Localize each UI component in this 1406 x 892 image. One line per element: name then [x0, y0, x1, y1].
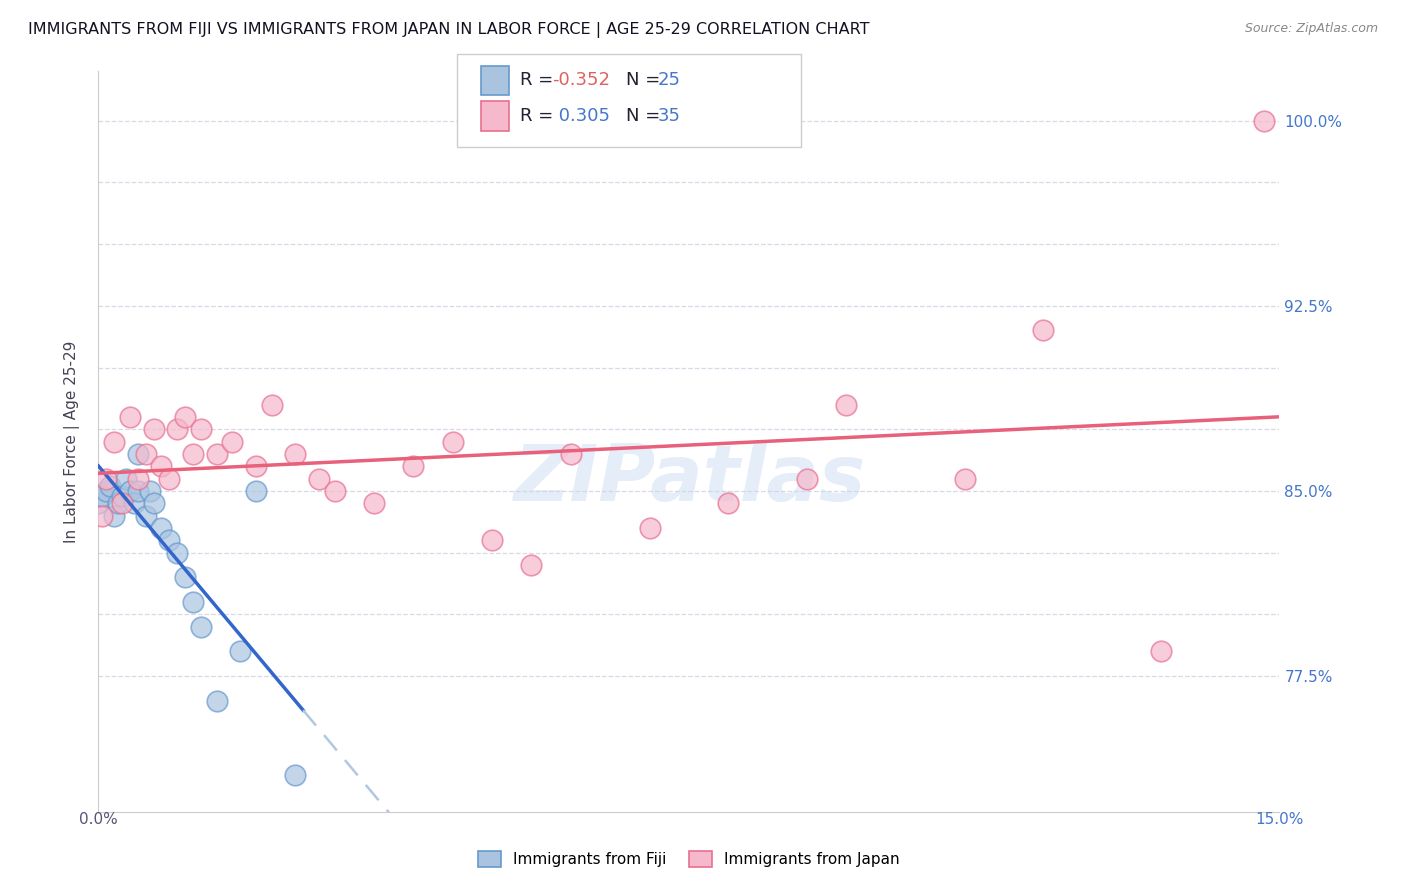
Point [142, 496, 165, 510]
Point [174, 409, 197, 424]
Point [157, 471, 180, 485]
Point [111, 496, 134, 510]
Point [98, 479, 121, 493]
Point [166, 545, 188, 559]
Text: IMMIGRANTS FROM FIJI VS IMMIGRANTS FROM JAPAN IN LABOR FORCE | AGE 25-29 CORRELA: IMMIGRANTS FROM FIJI VS IMMIGRANTS FROM … [28, 22, 870, 38]
Point [560, 447, 582, 461]
Text: 0.305: 0.305 [553, 107, 610, 125]
Point [87, 496, 110, 510]
Text: 0.0%: 0.0% [79, 812, 118, 827]
Point [796, 471, 818, 485]
Point [441, 434, 464, 449]
Point [205, 447, 228, 461]
Point [402, 459, 425, 474]
Text: ZIPatlas: ZIPatlas [513, 441, 865, 516]
Y-axis label: In Labor Force | Age 25-29: In Labor Force | Age 25-29 [63, 341, 80, 542]
Text: N =: N = [626, 107, 665, 125]
Point [1253, 113, 1275, 128]
Point [638, 521, 661, 535]
Point [142, 422, 165, 436]
Point [953, 471, 976, 485]
Point [135, 447, 157, 461]
Point [229, 644, 252, 658]
Point [138, 483, 160, 498]
Text: 15.0%: 15.0% [1256, 812, 1303, 827]
Point [174, 570, 197, 584]
Text: -0.352: -0.352 [553, 71, 610, 89]
Point [127, 483, 149, 498]
Point [91, 508, 114, 523]
Text: N =: N = [626, 71, 665, 89]
Point [166, 422, 188, 436]
Point [205, 694, 228, 708]
Point [323, 483, 346, 498]
Point [363, 496, 385, 510]
Point [190, 422, 212, 436]
Point [115, 471, 138, 485]
Point [1150, 644, 1173, 658]
Point [835, 397, 858, 411]
Point [96, 483, 118, 498]
Point [1032, 324, 1054, 338]
Point [150, 521, 173, 535]
Point [118, 409, 141, 424]
Point [308, 471, 330, 485]
Text: R =: R = [520, 107, 560, 125]
Point [717, 496, 740, 510]
Point [520, 558, 543, 572]
Point [127, 471, 149, 485]
Point [284, 447, 307, 461]
Point [221, 434, 243, 449]
Point [127, 447, 149, 461]
Point [245, 459, 267, 474]
Point [107, 496, 129, 510]
Text: Source: ZipAtlas.com: Source: ZipAtlas.com [1244, 22, 1378, 36]
Point [96, 471, 118, 485]
Text: 35: 35 [658, 107, 681, 125]
Point [181, 447, 204, 461]
Point [245, 483, 267, 498]
Point [284, 767, 307, 781]
Text: R =: R = [520, 71, 560, 89]
Point [181, 595, 204, 609]
Point [118, 483, 141, 498]
Point [157, 533, 180, 548]
Legend: Immigrants from Fiji, Immigrants from Japan: Immigrants from Fiji, Immigrants from Ja… [478, 851, 900, 867]
Point [111, 489, 134, 503]
Point [150, 459, 173, 474]
Point [135, 508, 157, 523]
Point [103, 508, 125, 523]
Point [91, 489, 114, 503]
Point [481, 533, 503, 548]
Point [122, 496, 145, 510]
Text: 25: 25 [658, 71, 681, 89]
Point [190, 619, 212, 633]
Point [103, 434, 125, 449]
Point [260, 397, 283, 411]
